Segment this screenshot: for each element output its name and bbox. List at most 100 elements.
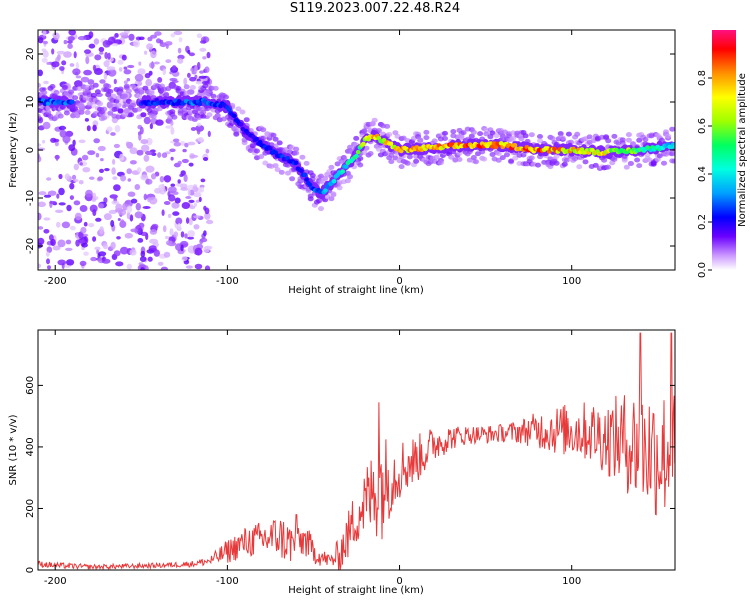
heatmap-halo	[258, 154, 265, 160]
heatmap-speckle	[38, 263, 42, 268]
heatmap-speckle	[137, 238, 144, 243]
heatmap-halo	[518, 136, 525, 142]
heatmap-speckle	[196, 128, 201, 135]
snr-series-line	[38, 332, 675, 570]
heatmap-ridge-core	[226, 107, 232, 112]
heatmap-speckle	[157, 77, 163, 83]
heatmap-halo	[117, 86, 124, 92]
heatmap-speckle	[129, 249, 137, 256]
heatmap-speckle	[67, 36, 75, 42]
heatmap-halo	[140, 112, 147, 118]
heatmap-speckle	[194, 263, 203, 270]
heatmap-speckle	[203, 230, 207, 237]
heatmap-speckle	[61, 221, 71, 229]
heatmap-speckle	[72, 68, 81, 76]
heatmap-halo	[456, 157, 463, 162]
heatmap-halo	[621, 157, 628, 163]
colorbar-tick-label: 0.6	[697, 118, 708, 134]
heatmap-halo	[262, 160, 269, 166]
heatmap-speckle	[155, 119, 164, 126]
heatmap-speckle	[193, 224, 200, 230]
heatmap-halo	[260, 127, 267, 133]
heatmap-speckle	[162, 225, 167, 233]
heatmap-speckle	[144, 150, 154, 156]
heatmap-halo	[307, 193, 314, 199]
heatmap-speckle	[56, 50, 66, 55]
heatmap-speckle	[75, 75, 82, 79]
heatmap-speckle	[38, 37, 44, 44]
heatmap-halo	[561, 161, 568, 167]
heatmap-speckle	[113, 143, 120, 149]
heatmap-halo	[243, 117, 250, 123]
heatmap-speckle	[187, 230, 195, 238]
heatmap-speckle	[137, 81, 143, 86]
heatmap-speckle	[186, 217, 190, 224]
heatmap-speckle	[43, 217, 51, 221]
heatmap-halo	[413, 158, 420, 164]
heatmap-speckle	[145, 78, 153, 87]
heatmap-halo	[189, 85, 196, 90]
heatmap-speckle	[90, 256, 97, 262]
heatmap-speckle	[126, 263, 132, 270]
heatmap-speckle	[148, 245, 157, 252]
heatmap-halo	[404, 160, 411, 166]
heatmap-halo	[328, 164, 335, 170]
heatmap-speckle	[141, 144, 150, 153]
heatmap-halo	[101, 106, 108, 112]
heatmap-speckle	[85, 189, 93, 198]
heatmap-speckle	[110, 241, 116, 250]
heatmap-halo	[460, 130, 467, 136]
heatmap-speckle	[127, 191, 136, 197]
heatmap-speckle	[179, 141, 186, 146]
heatmap-speckle	[187, 49, 191, 55]
heatmap-speckle	[113, 250, 121, 257]
colorbar: 0.0 0.2 0.4 0.6 0.8 Normalized spectral ampl…	[697, 30, 748, 278]
heatmap-speckle	[177, 179, 181, 184]
heatmap-ridge-core	[293, 160, 299, 165]
heatmap-speckle	[119, 153, 125, 161]
heatmap-speckle	[73, 51, 77, 59]
heatmap-halo	[90, 92, 97, 98]
heatmap-speckle	[139, 126, 144, 135]
heatmap-halo	[553, 160, 560, 166]
heatmap-halo	[537, 134, 543, 139]
heatmap-ridge-core	[231, 113, 237, 119]
heatmap-speckle	[92, 64, 97, 71]
heatmap-halo	[371, 117, 378, 123]
heatmap-speckle	[63, 51, 72, 58]
heatmap-speckle	[81, 242, 88, 248]
heatmap-speckle	[124, 200, 130, 205]
heatmap-halo	[384, 123, 391, 129]
heatmap-speckle	[54, 141, 59, 147]
spectrogram-x-axis-title: Height of straight line (km)	[288, 285, 424, 296]
heatmap-speckle	[45, 251, 50, 257]
heatmap-speckle	[203, 157, 209, 161]
heatmap-speckle	[97, 176, 104, 181]
heatmap-halo	[107, 88, 114, 94]
spectrogram-x-ticks: -200 -100 0 100	[44, 30, 581, 287]
heatmap-speckle	[182, 148, 187, 153]
heatmap-halo	[495, 157, 502, 163]
heatmap-cells	[38, 30, 675, 270]
heatmap-halo	[357, 156, 364, 161]
heatmap-speckle	[168, 186, 177, 194]
y-tick-label: 400	[25, 437, 36, 456]
heatmap-speckle	[175, 217, 183, 225]
heatmap-halo	[289, 176, 296, 182]
heatmap-speckle	[104, 52, 109, 59]
heatmap-speckle	[82, 233, 89, 237]
heatmap-speckle	[42, 50, 49, 58]
heatmap-speckle	[173, 141, 181, 147]
heatmap-speckle	[99, 51, 104, 55]
heatmap-speckle	[89, 204, 98, 213]
heatmap-halo	[665, 133, 672, 139]
heatmap-ridge-core	[491, 141, 497, 146]
heatmap-speckle	[57, 239, 66, 248]
heatmap-speckle	[162, 68, 167, 76]
heatmap-halo	[398, 164, 405, 170]
heatmap-speckle	[65, 130, 74, 137]
heatmap-speckle	[112, 158, 116, 165]
heatmap-speckle	[199, 70, 205, 74]
heatmap-speckle	[127, 178, 132, 182]
y-tick-label: -20	[25, 238, 36, 254]
